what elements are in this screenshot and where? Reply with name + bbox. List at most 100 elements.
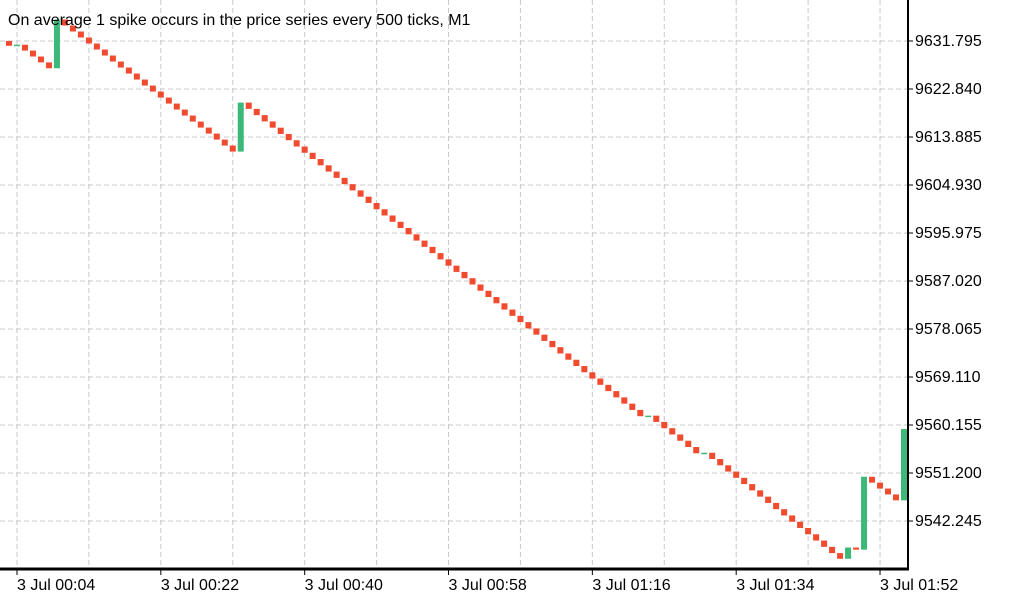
candle-body	[389, 215, 396, 222]
candle-body	[309, 152, 316, 160]
x-tick-label: 3 Jul 00:58	[449, 577, 527, 594]
candle-body	[645, 415, 652, 418]
candle-body	[333, 171, 340, 178]
candle-body	[13, 44, 20, 47]
candle-body	[877, 482, 884, 489]
candle-body	[757, 490, 764, 497]
candle-body	[245, 102, 252, 109]
candle-body	[253, 108, 260, 116]
y-tick-label: 9595.975	[915, 225, 982, 242]
x-tick-label: 3 Jul 00:22	[161, 577, 239, 594]
x-tick-label: 3 Jul 01:52	[880, 577, 958, 594]
candle-body	[589, 372, 596, 379]
candle-body	[461, 271, 468, 279]
candle-body	[93, 43, 100, 50]
candle-body	[125, 67, 132, 74]
candle-body	[85, 37, 92, 44]
x-tick-label: 3 Jul 00:40	[305, 577, 383, 594]
candle-body	[493, 297, 500, 304]
candle-body	[469, 278, 476, 285]
candle-body	[381, 209, 388, 216]
candle-body	[405, 228, 412, 235]
candle-body	[549, 340, 556, 348]
candle-body	[501, 303, 508, 310]
candle-body	[197, 121, 204, 128]
candle-body	[677, 434, 684, 441]
candle-body	[365, 196, 372, 203]
candle-body	[781, 509, 788, 516]
candle-body	[621, 397, 628, 404]
candle-body	[77, 31, 84, 38]
candle-body	[397, 221, 404, 229]
candle-body	[525, 322, 532, 329]
candle-body	[485, 290, 492, 298]
candle-body	[237, 102, 244, 152]
candle-body	[853, 547, 860, 550]
candle-body	[221, 139, 228, 146]
candle-body	[157, 91, 164, 98]
candle-body	[141, 79, 148, 86]
candles	[5, 19, 908, 559]
candle-body	[797, 521, 804, 529]
candle-body	[53, 19, 60, 69]
candle-body	[829, 546, 836, 554]
y-tick-label: 9587.020	[915, 273, 982, 290]
candle-body	[373, 202, 380, 210]
grid	[0, 0, 908, 568]
candle-body	[629, 403, 636, 410]
candle-body	[733, 471, 740, 478]
candle-body	[725, 465, 732, 472]
candle-body	[869, 476, 876, 483]
candle-body	[509, 309, 516, 316]
candle-body	[637, 409, 644, 417]
candle-body	[117, 61, 124, 68]
candle-body	[813, 534, 820, 541]
candle-body	[685, 440, 692, 448]
x-tick-label: 3 Jul 01:16	[592, 577, 670, 594]
candle-body	[421, 240, 428, 247]
candle-body	[517, 315, 524, 323]
candle-body	[101, 49, 108, 56]
candle-body	[885, 488, 892, 495]
chart-title: On average 1 spike occurs in the price s…	[8, 12, 471, 29]
candle-body	[669, 428, 676, 435]
candle-body	[661, 421, 668, 429]
candle-body	[893, 494, 900, 501]
candle-body	[845, 547, 852, 559]
candle-body	[789, 515, 796, 522]
candle-body	[213, 133, 220, 140]
y-tick-label: 9622.840	[915, 81, 982, 98]
candle-body	[581, 366, 588, 373]
y-tick-label: 9631.795	[915, 33, 982, 50]
candle-body	[573, 359, 580, 367]
candle-body	[205, 127, 212, 134]
candle-body	[453, 265, 460, 272]
candle-body	[357, 190, 364, 197]
candle-body	[861, 476, 868, 550]
candle-body	[301, 146, 308, 153]
candle-body	[837, 553, 844, 559]
candle-body	[261, 115, 268, 122]
candle-body	[173, 103, 180, 110]
candle-body	[61, 19, 68, 26]
candle-body	[821, 540, 828, 547]
candle-body	[749, 484, 756, 491]
y-tick-label: 9551.200	[915, 465, 982, 482]
candle-body	[45, 62, 52, 69]
y-tick-label: 9560.155	[915, 417, 982, 434]
candle-body	[269, 121, 276, 128]
candle-body	[805, 528, 812, 535]
candle-body	[901, 429, 908, 501]
candle-body	[445, 259, 452, 266]
candle-body	[653, 415, 660, 422]
x-tick-label: 3 Jul 00:04	[17, 577, 95, 594]
candle-body	[477, 284, 484, 291]
candle-body	[109, 55, 116, 62]
candle-body	[189, 115, 196, 122]
candle-body	[325, 165, 332, 172]
candle-body	[181, 109, 188, 116]
y-tick-label: 9613.885	[915, 129, 982, 146]
candle-body	[29, 50, 36, 57]
candle-body	[165, 97, 172, 104]
